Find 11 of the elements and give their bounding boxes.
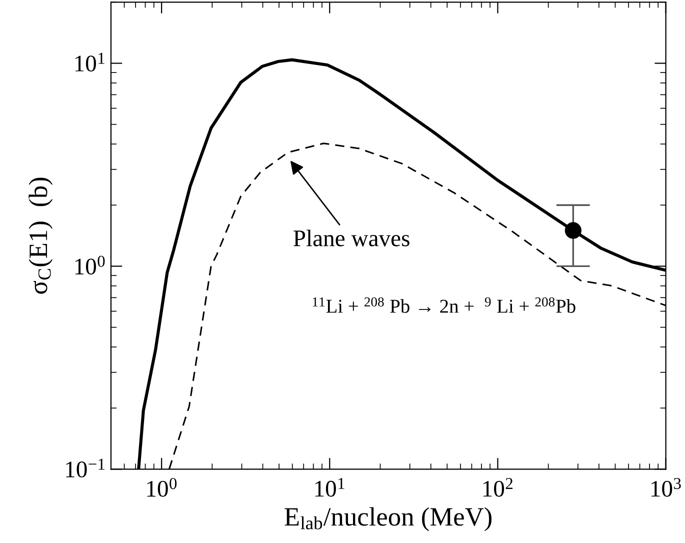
x-tick-label: 10$^{3}$ xyxy=(651,478,681,497)
x-tick-label: 10$^{2}$ xyxy=(483,478,512,497)
y-tick-label: 10$^{1}$ xyxy=(75,52,104,72)
annotation: Plane waves xyxy=(294,230,410,246)
x-axis-title: E$_{lab}$/nucleon (MeV) xyxy=(284,507,492,532)
y-axis-title: σ$_{C}$(E1) (b) xyxy=(28,178,53,294)
x-tick-label: 10$^{1}$ xyxy=(315,478,344,497)
y-tick-label: 10$^{−1}$ xyxy=(66,458,104,478)
x-tick-label: 10$^{0}$ xyxy=(147,478,177,497)
annotation: $^{11}$Li + $^{208}$ Pb → 2n + $^{9}$ Li + $^{208}$Pb xyxy=(312,297,576,313)
y-tick-label: 10$^{0}$ xyxy=(75,256,105,275)
